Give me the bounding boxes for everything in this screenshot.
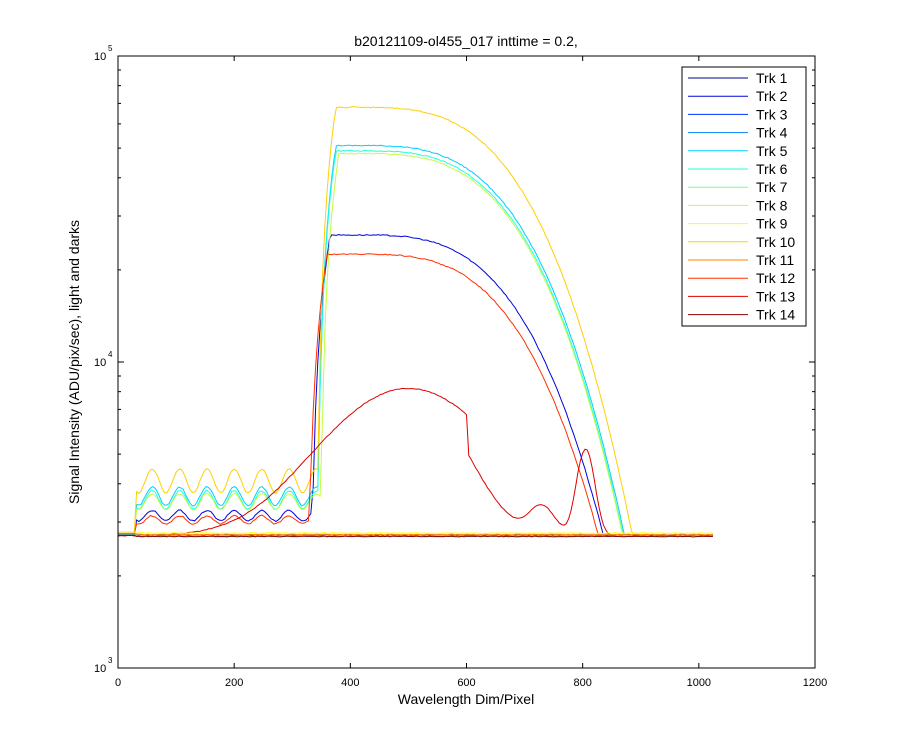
legend-label-10: Trk 10 — [756, 234, 795, 250]
series-line-5 — [118, 144, 713, 538]
x-tick-label: 600 — [457, 677, 475, 689]
legend-label-2: Trk 2 — [756, 88, 788, 104]
chart-title: b20121109-ol455_017 inttime = 0.2, — [354, 33, 578, 49]
x-tick-label: 200 — [225, 677, 243, 689]
x-tick-label: 400 — [341, 677, 359, 689]
legend-box — [681, 66, 807, 327]
y-tick-exponent: 3 — [108, 656, 113, 665]
x-tick-label: 800 — [573, 677, 591, 689]
y-axis-label: Signal Intensity (ADU/pix/sec), light an… — [66, 220, 82, 504]
y-tick-label: 10 — [94, 357, 106, 369]
series-layer — [117, 106, 713, 538]
y-tick-exponent: 4 — [108, 350, 113, 359]
legend-label-13: Trk 13 — [756, 288, 795, 304]
legend: Trk 1 Trk 2 Trk 3 Trk 4 Trk 5 Trk 6 Trk 7 Trk 8… — [681, 66, 807, 327]
legend-label-5: Trk 5 — [756, 143, 788, 159]
legend-label-8: Trk 8 — [756, 197, 788, 213]
series-line-6 — [118, 149, 713, 538]
y-tick-exponent: 5 — [108, 44, 113, 53]
x-tick-label: 0 — [115, 677, 121, 689]
legend-label-6: Trk 6 — [756, 161, 788, 177]
series-line-10 — [118, 106, 713, 538]
x-axis-label: Wavelength Dim/Pixel — [398, 691, 534, 707]
legend-label-3: Trk 3 — [756, 106, 788, 122]
legend-label-4: Trk 4 — [756, 125, 788, 141]
series-line-9 — [118, 531, 713, 535]
legend-label-14: Trk 14 — [756, 307, 795, 323]
legend-label-11: Trk 11 — [756, 252, 794, 268]
legend-label-12: Trk 12 — [756, 270, 795, 286]
series-line-8 — [118, 152, 713, 538]
legend-label-1: Trk 1 — [756, 70, 788, 86]
y-tick-label: 10 — [94, 663, 106, 675]
legend-items: Trk 1 Trk 2 Trk 3 Trk 4 Trk 5 Trk 6 Trk 7 Trk 8… — [688, 70, 795, 323]
series-line-11 — [118, 532, 713, 536]
legend-label-9: Trk 9 — [756, 216, 788, 232]
x-tick-label: 1000 — [687, 677, 711, 689]
series-line-14 — [118, 534, 713, 538]
y-tick-label: 10 — [94, 51, 106, 63]
x-tick-label: 1200 — [803, 677, 827, 689]
legend-label-7: Trk 7 — [756, 179, 788, 195]
